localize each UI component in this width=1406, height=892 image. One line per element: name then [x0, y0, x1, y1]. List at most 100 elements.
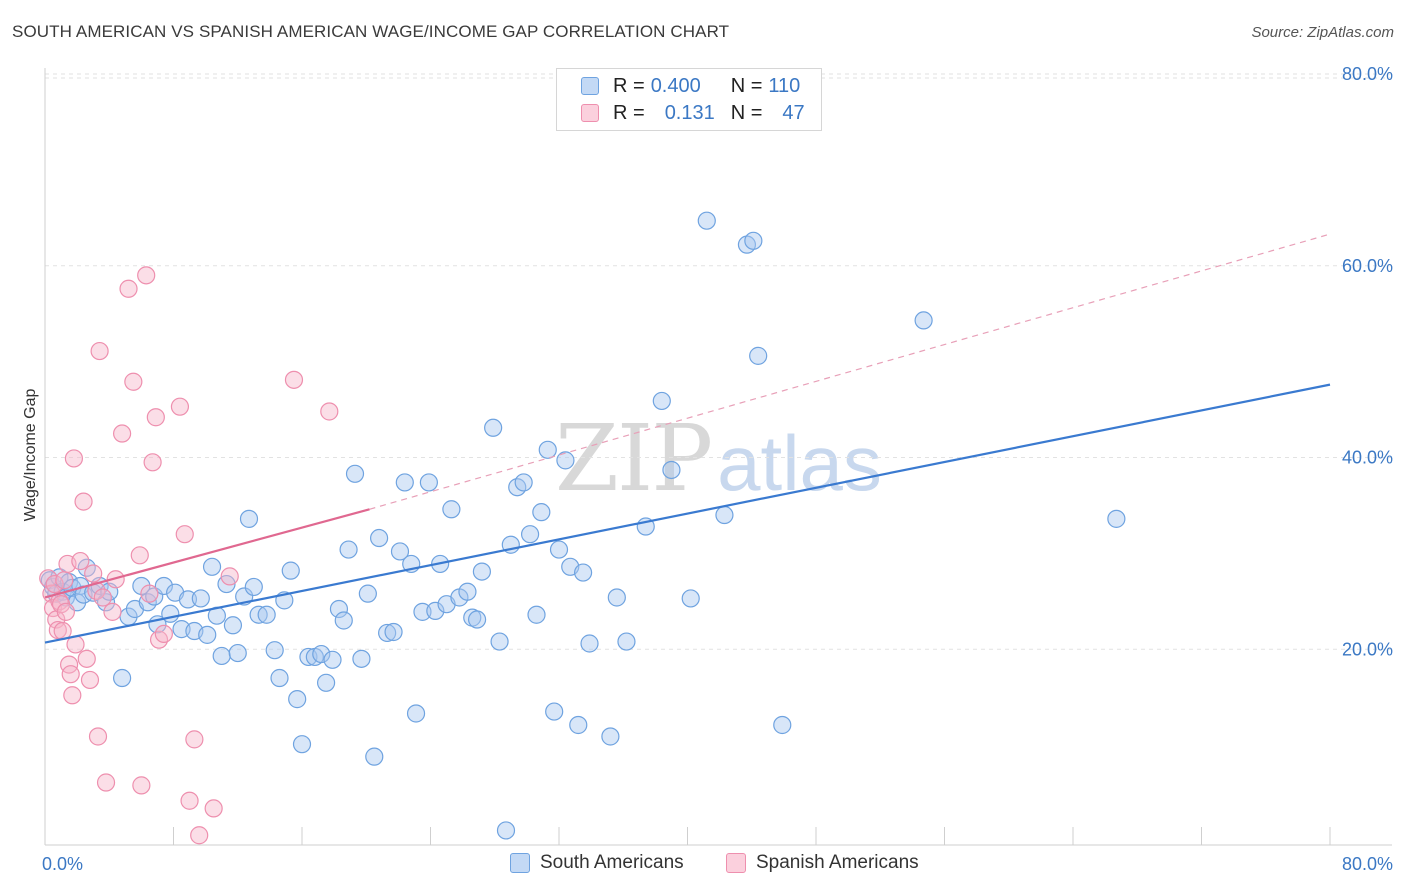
- point-spanish-americans: [90, 341, 109, 361]
- x-tick-label: 0.0%: [42, 854, 83, 874]
- point-south-americans: [426, 601, 445, 621]
- point-spanish-americans: [80, 670, 100, 690]
- point-south-americans: [601, 727, 620, 746]
- point-spanish-americans: [71, 551, 90, 571]
- point-spanish-americans: [61, 665, 80, 684]
- tick-labels: 20.0% 40.0% 60.0% 80.0% 0.0% 80.0% Wage/Income…: [22, 64, 1393, 874]
- point-spanish-americans: [137, 266, 156, 285]
- point-spanish-americans: [175, 525, 194, 544]
- point-south-americans: [1107, 509, 1126, 528]
- point-south-americans: [316, 673, 336, 692]
- point-south-americans: [112, 668, 132, 688]
- point-south-americans: [697, 211, 716, 230]
- point-spanish-americans: [64, 449, 84, 468]
- point-south-americans: [549, 540, 569, 559]
- y-axis-label: Wage/Income Gap: [22, 389, 39, 522]
- point-south-americans: [339, 540, 358, 559]
- point-spanish-americans: [74, 492, 93, 511]
- point-south-americans: [580, 634, 599, 653]
- point-spanish-americans: [84, 564, 103, 583]
- point-spanish-americans: [143, 453, 162, 472]
- point-spanish-americans: [190, 826, 209, 845]
- legend-item-spanish-americans: Spanish Americans: [726, 852, 919, 874]
- watermark-zip: ZIP: [555, 405, 713, 512]
- point-south-americans: [345, 464, 365, 483]
- point-south-americans: [545, 702, 564, 721]
- legend-r-label: R =: [613, 74, 645, 97]
- point-south-americans: [773, 715, 792, 735]
- point-south-americans: [257, 605, 276, 624]
- legend-label-south-americans: South Americans: [540, 852, 684, 873]
- legend-n-value: 110: [768, 74, 801, 97]
- point-south-americans: [352, 649, 371, 668]
- grid-lines: [45, 73, 1392, 650]
- point-south-americans: [914, 311, 933, 330]
- point-south-americans: [202, 557, 222, 576]
- legend-row-south-americans: R = 0.400 N = 110: [581, 73, 800, 99]
- point-south-americans: [419, 473, 438, 492]
- point-south-americans: [281, 561, 300, 580]
- point-south-americans: [532, 503, 551, 522]
- legend-r-value: 0.400: [650, 74, 701, 97]
- point-south-americans: [556, 451, 575, 470]
- point-south-americans: [484, 418, 503, 437]
- legend-n-label: N =: [730, 101, 763, 124]
- point-south-americans: [520, 525, 540, 544]
- point-south-americans: [244, 577, 263, 597]
- point-south-americans: [178, 590, 198, 609]
- point-south-americans: [378, 623, 397, 643]
- point-spanish-americans: [132, 776, 151, 795]
- point-south-americans: [270, 668, 289, 688]
- legend-label-spanish-americans: Spanish Americans: [756, 852, 919, 873]
- watermark: ZIPatlas: [555, 405, 882, 512]
- series-spanish-americans: [39, 266, 339, 845]
- point-south-americans: [198, 625, 217, 644]
- point-south-americans: [239, 509, 259, 528]
- point-south-americans: [496, 821, 516, 840]
- point-south-americans: [334, 611, 353, 630]
- y-tick-label: 20.0%: [1342, 639, 1393, 659]
- point-south-americans: [467, 610, 487, 629]
- point-south-americans: [538, 440, 557, 459]
- point-south-americans: [458, 582, 477, 601]
- trend-line-spanish-americans-extension: [369, 233, 1331, 510]
- chart-source: Source: ZipAtlas.com: [1251, 24, 1394, 41]
- point-south-americans: [323, 650, 342, 669]
- point-spanish-americans: [204, 799, 223, 818]
- trend-line-south-americans: [44, 383, 1331, 644]
- point-south-americans: [744, 231, 763, 250]
- point-spanish-americans: [170, 397, 190, 416]
- point-spanish-americans: [146, 408, 165, 427]
- y-tick-label: 60.0%: [1342, 256, 1393, 276]
- legend-r-value: 0.131: [664, 101, 715, 124]
- point-south-americans: [413, 602, 432, 621]
- point-spanish-americans: [103, 602, 122, 621]
- point-south-americans: [288, 690, 307, 709]
- point-spanish-americans: [149, 630, 169, 649]
- point-south-americans: [191, 589, 210, 608]
- point-south-americans: [472, 562, 491, 581]
- point-spanish-americans: [220, 567, 239, 586]
- stats-legend: R = 0.400 N = 110 R = 0.131 N = 47: [556, 68, 822, 131]
- point-south-americans: [490, 632, 509, 651]
- trend-lines: [44, 233, 1331, 644]
- watermark-atlas: atlas: [717, 419, 882, 507]
- point-south-americans: [569, 715, 588, 735]
- point-south-americans: [154, 576, 173, 596]
- point-spanish-americans: [119, 279, 138, 298]
- point-south-americans: [527, 605, 546, 624]
- x-tick-label: 80.0%: [1342, 854, 1393, 874]
- point-spanish-americans: [124, 372, 143, 391]
- point-south-americans: [161, 604, 180, 623]
- point-south-americans: [681, 589, 700, 608]
- point-south-americans: [265, 641, 284, 660]
- legend-n-value: 47: [782, 101, 805, 124]
- legend-swatch-pink: [726, 853, 746, 873]
- legend-row-spanish-americans: R = 0.131 N = 47: [581, 100, 805, 126]
- point-spanish-americans: [87, 581, 106, 600]
- point-south-americans: [358, 584, 377, 603]
- point-spanish-americans: [320, 402, 339, 421]
- legend-r-label: R =: [613, 101, 645, 124]
- point-spanish-americans: [93, 588, 112, 607]
